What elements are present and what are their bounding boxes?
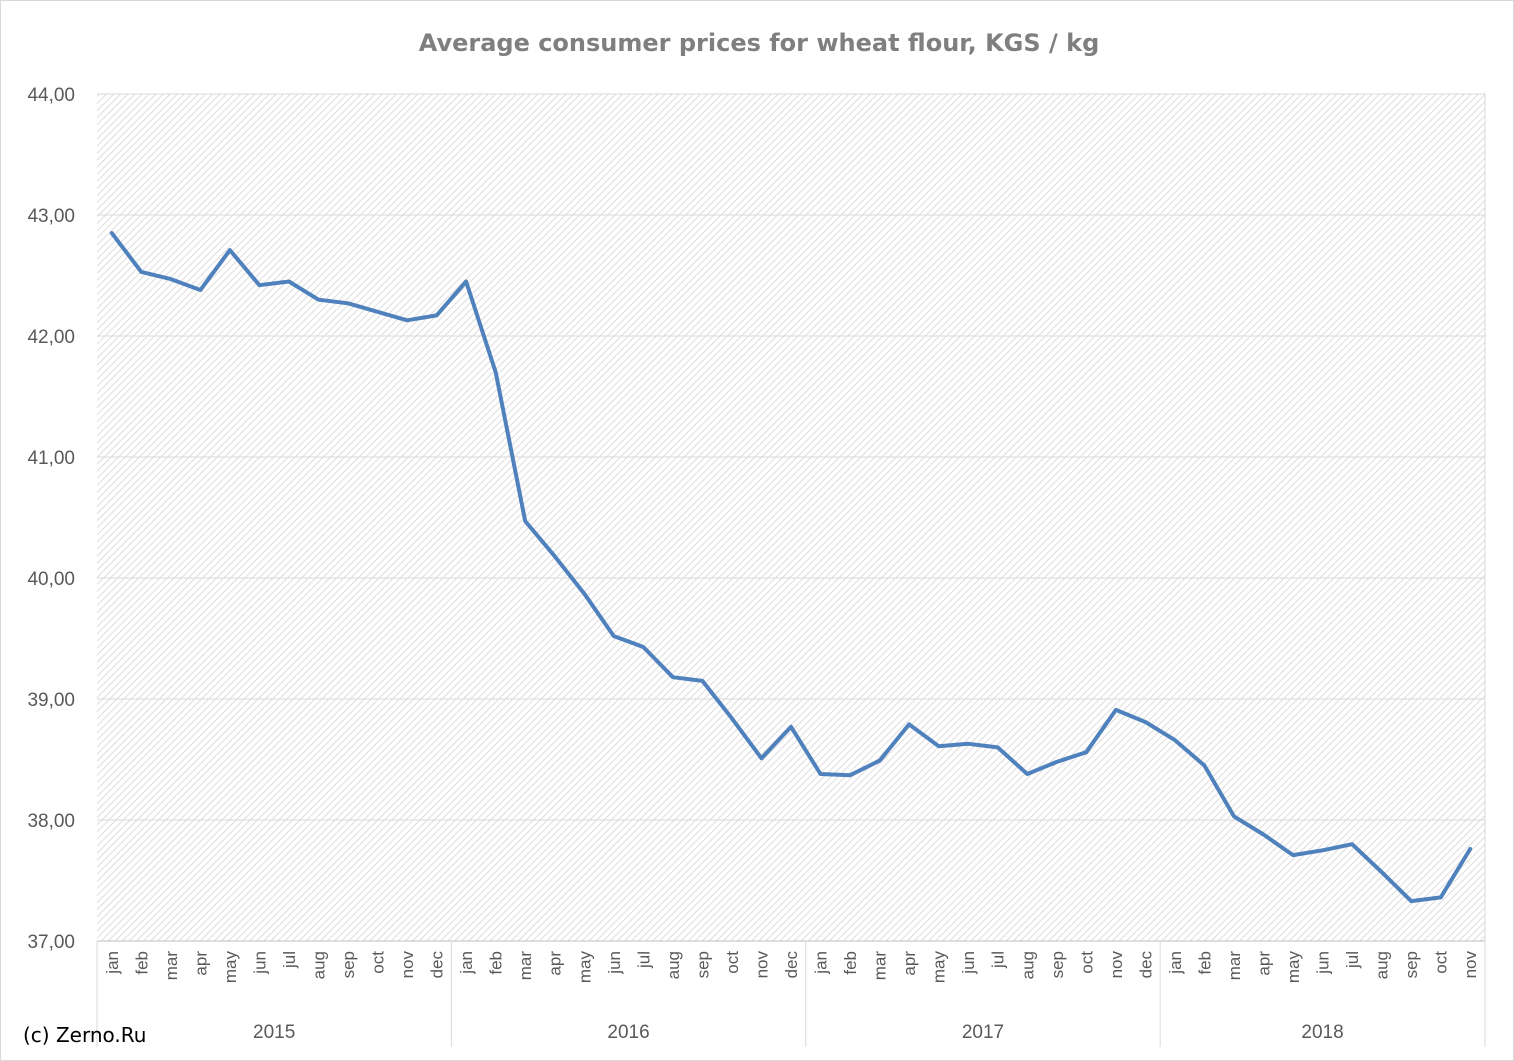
x-tick-label: aug bbox=[1373, 951, 1392, 979]
series-line bbox=[109, 231, 1473, 904]
x-tick-label: aug bbox=[1018, 951, 1037, 979]
x-tick-label: jun bbox=[605, 951, 624, 975]
x-tick-label: may bbox=[1284, 951, 1303, 984]
x-tick-label: dec bbox=[782, 951, 801, 979]
x-tick-label: sep bbox=[1402, 951, 1421, 978]
x-tick-label: jun bbox=[1314, 951, 1333, 975]
x-tick-label: sep bbox=[693, 951, 712, 978]
x-axis: jan feb mar apr may jun jul aug sep oct nov dec jan f… bbox=[96, 940, 1486, 1047]
price-series bbox=[109, 231, 1473, 904]
gridlines bbox=[97, 93, 1486, 942]
x-tick-label: jul bbox=[634, 951, 653, 969]
x-tick-label: apr bbox=[900, 951, 919, 976]
y-tick-label: 39,00 bbox=[27, 690, 75, 711]
x-tick-label: oct bbox=[1432, 951, 1451, 974]
x-tick-label: nov bbox=[752, 951, 771, 979]
x-tick-label: jul bbox=[280, 951, 299, 969]
chart-title: Average consumer prices for wheat flour,… bbox=[419, 29, 1100, 57]
year-label: 2015 bbox=[253, 1022, 295, 1043]
x-tick-label: dec bbox=[1136, 951, 1155, 979]
x-tick-label: mar bbox=[162, 951, 181, 981]
x-tick-label: jun bbox=[959, 951, 978, 975]
x-tick-label: jul bbox=[1343, 951, 1362, 969]
x-tick-label: feb bbox=[1195, 951, 1214, 975]
x-tick-label: jan bbox=[457, 951, 476, 975]
plot-area bbox=[97, 94, 1485, 941]
x-tick-label: apr bbox=[546, 951, 565, 976]
x-tick-label: jun bbox=[250, 951, 269, 975]
x-tick-label: nov bbox=[398, 951, 417, 979]
year-label: 2016 bbox=[607, 1022, 649, 1043]
x-tick-label: feb bbox=[132, 951, 151, 975]
year-label: 2018 bbox=[1301, 1022, 1343, 1043]
x-tick-label: jan bbox=[812, 951, 831, 975]
x-tick-label: mar bbox=[1225, 951, 1244, 981]
x-tick-label: apr bbox=[1255, 951, 1274, 976]
x-tick-label: jul bbox=[989, 951, 1008, 969]
x-tick-label: sep bbox=[339, 951, 358, 978]
x-tick-label: oct bbox=[369, 951, 388, 974]
y-axis: 37,00 38,00 39,00 40,00 41,00 42,00 43,00 44,00 bbox=[27, 85, 75, 953]
x-tick-label: feb bbox=[841, 951, 860, 975]
year-label: 2017 bbox=[962, 1022, 1004, 1043]
x-tick-label: apr bbox=[191, 951, 210, 976]
credit-label: (c) Zerno.Ru bbox=[23, 1023, 146, 1047]
x-tick-label: may bbox=[930, 951, 949, 984]
x-tick-label: may bbox=[221, 951, 240, 984]
y-tick-label: 40,00 bbox=[27, 569, 75, 590]
x-tick-label: oct bbox=[1077, 951, 1096, 974]
y-tick-label: 38,00 bbox=[27, 811, 75, 832]
x-tick-label: may bbox=[575, 951, 594, 984]
x-tick-label: feb bbox=[487, 951, 506, 975]
y-tick-label: 41,00 bbox=[27, 448, 75, 469]
y-tick-label: 42,00 bbox=[27, 327, 75, 348]
x-tick-label: mar bbox=[871, 951, 890, 981]
x-tick-label: sep bbox=[1048, 951, 1067, 978]
x-tick-label: mar bbox=[516, 951, 535, 981]
y-tick-label: 44,00 bbox=[27, 85, 75, 106]
y-tick-label: 37,00 bbox=[27, 932, 75, 953]
x-tick-label: nov bbox=[1461, 951, 1480, 979]
x-tick-label: jan bbox=[103, 951, 122, 975]
x-tick-label: oct bbox=[723, 951, 742, 974]
x-tick-label: aug bbox=[664, 951, 683, 979]
x-tick-label: aug bbox=[309, 951, 328, 979]
x-tick-label: jan bbox=[1166, 951, 1185, 975]
x-tick-label: dec bbox=[428, 951, 447, 979]
x-tick-label: nov bbox=[1107, 951, 1126, 979]
y-tick-label: 43,00 bbox=[27, 206, 75, 227]
